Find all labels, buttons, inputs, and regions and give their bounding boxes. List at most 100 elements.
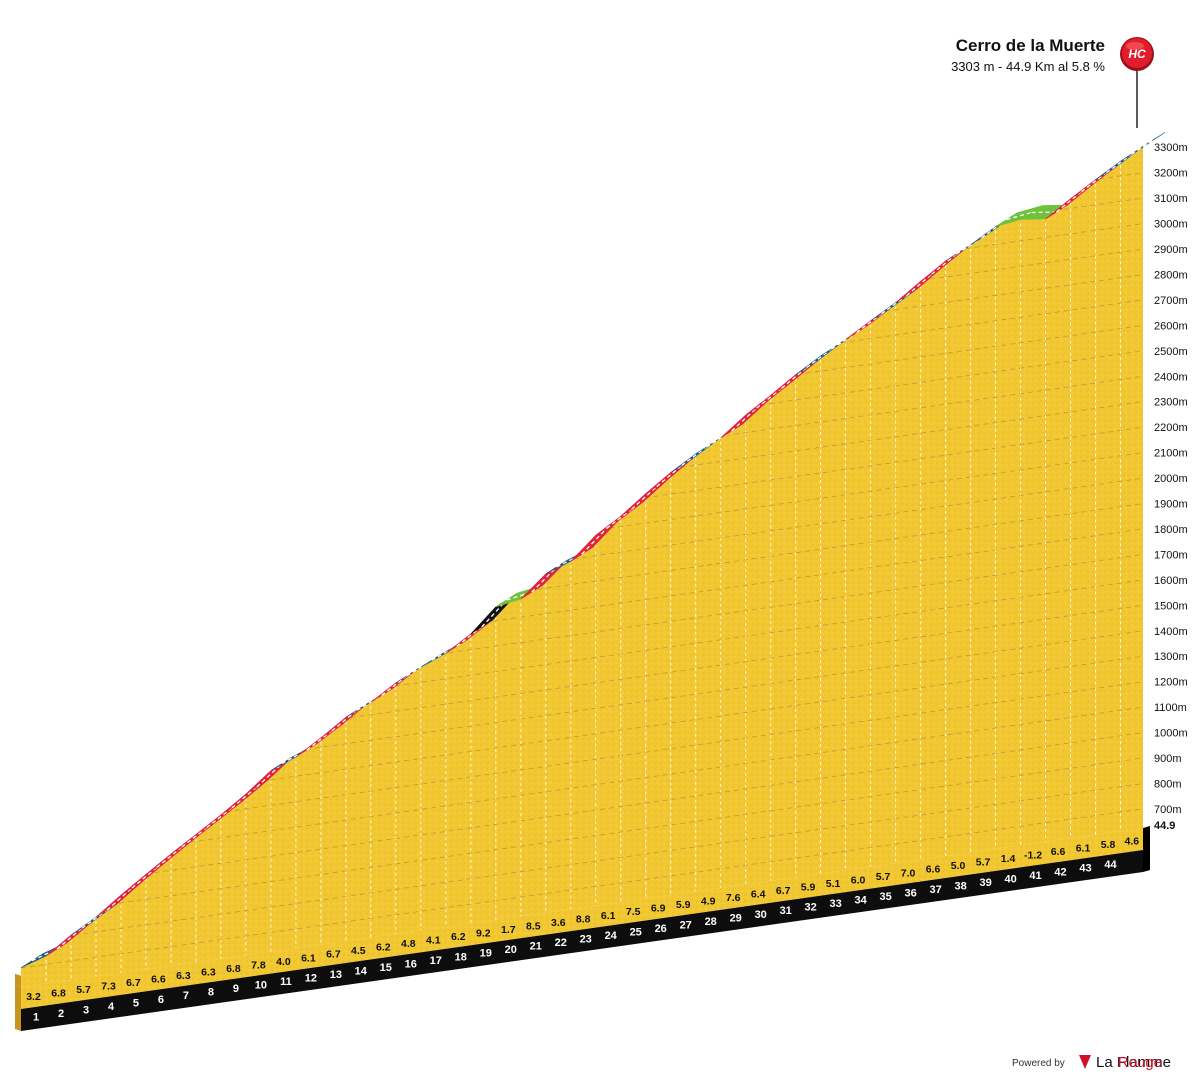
elevation-tick-label: 1000m bbox=[1154, 728, 1188, 740]
km-label: 43 bbox=[1079, 863, 1091, 875]
gradient-label: 6.7 bbox=[776, 885, 791, 897]
gradient-label: 5.7 bbox=[76, 984, 91, 996]
road-centre-line bbox=[381, 675, 408, 696]
gradient-label: 4.6 bbox=[1124, 836, 1139, 848]
km-label: 12 bbox=[305, 973, 317, 985]
road-centre-line bbox=[806, 348, 832, 369]
km-label: 33 bbox=[829, 898, 841, 910]
elevation-tick-label: 1300m bbox=[1154, 651, 1188, 663]
gradient-label: 6.4 bbox=[751, 889, 766, 901]
gradient-label: 5.0 bbox=[951, 860, 966, 872]
gradient-label: 6.8 bbox=[51, 988, 66, 1000]
road-centre-line bbox=[606, 508, 633, 529]
road-centre-line bbox=[881, 295, 907, 315]
km-label: 39 bbox=[979, 877, 991, 889]
km-label: 9 bbox=[233, 983, 239, 995]
gradient-label: 7.6 bbox=[726, 892, 741, 904]
gradient-label: -1.2 bbox=[1024, 850, 1042, 862]
gradient-label: 6.0 bbox=[851, 874, 866, 886]
km-label: 22 bbox=[555, 937, 567, 949]
km-label: 11 bbox=[280, 976, 292, 988]
km-label: 44 bbox=[1104, 859, 1117, 871]
km-label: 5 bbox=[133, 997, 139, 1009]
km-label: 24 bbox=[605, 930, 618, 942]
road-centre-line bbox=[981, 219, 1007, 239]
brand-name-part1: La Flamme bbox=[1096, 1054, 1171, 1071]
elevation-tick-label: 1900m bbox=[1154, 499, 1188, 511]
km-label: 7 bbox=[183, 990, 189, 1002]
gradient-label: 7.5 bbox=[626, 906, 641, 918]
km-label: 26 bbox=[655, 923, 667, 935]
km-label: 6 bbox=[158, 994, 164, 1006]
road-centre-line bbox=[906, 273, 933, 297]
km-label: 38 bbox=[954, 880, 966, 892]
gradient-label: 4.1 bbox=[426, 935, 441, 947]
road-centre-line bbox=[1006, 211, 1032, 221]
elevation-tick-label: 800m bbox=[1154, 779, 1182, 791]
road-centre-line bbox=[856, 313, 882, 334]
gradient-label: 7.3 bbox=[101, 981, 116, 993]
road-centre-line bbox=[56, 927, 83, 950]
elevation-tick-label: 1600m bbox=[1154, 575, 1188, 587]
road-centre-line bbox=[731, 407, 758, 432]
road-centre-line bbox=[156, 846, 183, 868]
km-labels: 1 2 3 4 5 6 7 8 9 10 11 12 13 14 15 16 17 18 19 20 21 22 23 24 2… bbox=[33, 859, 1118, 1023]
gradient-label: 4.8 bbox=[401, 938, 416, 950]
km-label: 10 bbox=[255, 980, 267, 992]
km-label: 34 bbox=[854, 895, 867, 907]
gradient-label: 6.7 bbox=[326, 949, 341, 961]
gradient-label: 6.8 bbox=[226, 963, 241, 975]
km-label: 17 bbox=[430, 955, 442, 967]
gradient-label: 6.9 bbox=[651, 903, 666, 915]
powered-by-text: Powered by bbox=[1012, 1058, 1065, 1069]
road-centre-line bbox=[781, 367, 808, 389]
grid-lines bbox=[21, 146, 1143, 984]
road-centre-line bbox=[231, 786, 258, 809]
elevation-tick-label: 1200m bbox=[1154, 677, 1188, 689]
gradient-label: 3.6 bbox=[551, 917, 566, 929]
road-centre-line bbox=[1106, 153, 1132, 174]
km-label: 16 bbox=[405, 958, 417, 970]
hc-badge-label: HC bbox=[1128, 47, 1146, 61]
elevation-tick-label: 3200m bbox=[1154, 168, 1188, 180]
km-label: 30 bbox=[755, 909, 767, 921]
road-segments bbox=[20, 132, 1166, 968]
road-centre-line bbox=[531, 566, 558, 593]
road-centre-line bbox=[331, 709, 358, 732]
elevation-tick-label: 700m bbox=[1154, 804, 1182, 816]
gradient-label: 3.2 bbox=[26, 991, 41, 1003]
road-centre-line bbox=[256, 763, 283, 788]
km-label: 42 bbox=[1054, 866, 1066, 878]
km-label: 18 bbox=[455, 951, 467, 963]
elevation-tick-label: 1100m bbox=[1154, 702, 1187, 714]
elevation-tick-label: 2400m bbox=[1154, 371, 1188, 383]
road-centre-line bbox=[656, 465, 683, 488]
km-label: 21 bbox=[530, 941, 542, 953]
road-centre-line bbox=[631, 486, 658, 510]
base-side-face bbox=[15, 985, 21, 1031]
road-centre-line bbox=[1131, 138, 1155, 155]
road-centre-line bbox=[931, 253, 958, 275]
gradient-label: 4.0 bbox=[276, 956, 291, 968]
elevation-tick-label: 2500m bbox=[1154, 346, 1188, 358]
road-centre-line bbox=[1056, 191, 1082, 213]
brand-name-part2: Rouge bbox=[1118, 1054, 1162, 1071]
gradient-labels: 3.2 6.8 5.7 7.3 6.7 6.6 6.3 6.3 6.8 7.8 4.0 6.1 6.7 4… bbox=[26, 836, 1139, 1004]
km-label: 15 bbox=[380, 962, 392, 974]
gradient-label: 6.3 bbox=[176, 970, 191, 982]
road-centre-line bbox=[106, 887, 133, 911]
gradient-label: 6.1 bbox=[301, 952, 316, 964]
km-label: 13 bbox=[330, 969, 342, 981]
elevation-tick-label: 2100m bbox=[1154, 448, 1188, 460]
chart-subtitle: 3303 m - 44.9 Km al 5.8 % bbox=[951, 59, 1105, 74]
km-label: 35 bbox=[879, 891, 891, 903]
hc-badge: HC bbox=[1120, 37, 1154, 71]
km-label: 14 bbox=[355, 965, 368, 977]
km-label: 1 bbox=[33, 1012, 39, 1024]
gradient-label: 1.7 bbox=[501, 924, 516, 936]
km-label: 31 bbox=[780, 905, 792, 917]
elevation-tick-label: 3000m bbox=[1154, 219, 1188, 231]
km-label: 4 bbox=[108, 1001, 115, 1013]
elevation-tick-label: 1700m bbox=[1154, 549, 1188, 561]
